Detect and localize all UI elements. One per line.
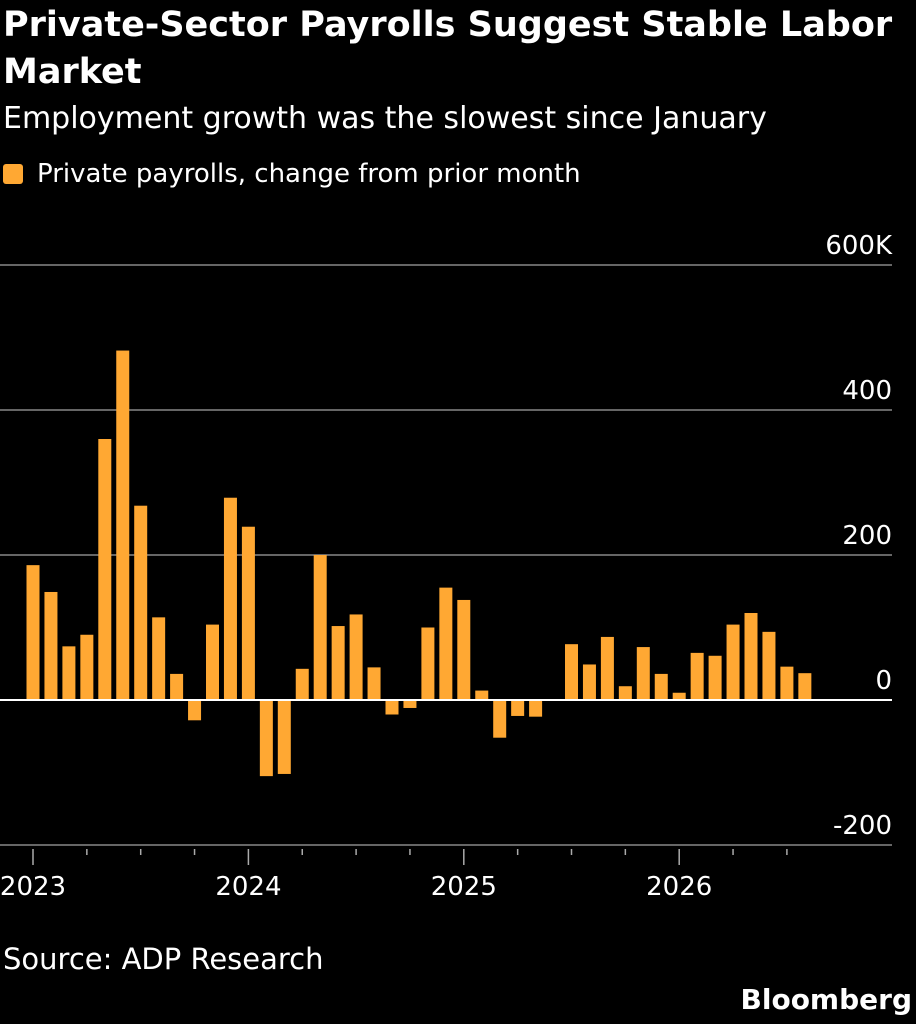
bar <box>206 624 219 700</box>
chart-title: Private-Sector Payrolls Suggest Stable L… <box>3 5 893 92</box>
bar-chart: 2023 2024 2025 2026 600K 400 200 0 -200 <box>0 231 893 902</box>
bar <box>313 555 327 700</box>
bar <box>331 626 345 700</box>
bar <box>26 565 40 700</box>
bar <box>493 700 507 738</box>
x-tick-label: 2023 <box>0 872 66 902</box>
x-tick-label: 2026 <box>646 872 712 902</box>
bar <box>62 646 76 700</box>
bar <box>80 634 94 700</box>
bar <box>744 613 758 700</box>
x-axis: 2023 2024 2025 2026 <box>0 849 788 902</box>
bar <box>565 644 578 700</box>
y-tick-label: 0 <box>875 666 892 696</box>
bar <box>618 686 632 700</box>
bar <box>385 700 399 715</box>
bar <box>600 636 614 700</box>
bar <box>457 599 471 700</box>
bar <box>421 627 435 700</box>
bar <box>654 673 668 700</box>
bar <box>349 614 363 700</box>
bar <box>780 666 794 700</box>
bar <box>475 690 489 700</box>
y-tick-label: 200 <box>842 521 892 551</box>
bar <box>259 700 273 777</box>
y-tick-label: -200 <box>833 811 892 841</box>
bar <box>295 668 309 700</box>
bar <box>44 591 58 700</box>
y-tick-label: 600K <box>825 231 893 261</box>
bar <box>439 587 453 700</box>
bar <box>116 350 130 700</box>
bar <box>223 497 237 700</box>
bar <box>367 667 381 700</box>
bar <box>708 655 722 700</box>
bar <box>798 673 812 700</box>
bar <box>511 700 525 716</box>
legend: Private payrolls, change from prior mont… <box>3 156 581 192</box>
bar <box>277 700 291 774</box>
bar <box>762 631 776 700</box>
bar <box>170 673 184 700</box>
bar <box>188 700 202 721</box>
y-axis-labels: 600K 400 200 0 -200 <box>825 231 893 841</box>
grid-lines <box>0 264 892 846</box>
source-note: Source: ADP Research <box>3 942 324 976</box>
bar <box>134 505 148 700</box>
chart-subtitle: Employment growth was the slowest since … <box>3 101 767 136</box>
x-tick-label: 2024 <box>215 872 281 902</box>
bar <box>726 624 740 700</box>
y-tick-label: 400 <box>842 376 892 406</box>
bar <box>98 439 112 700</box>
bars <box>26 350 812 777</box>
bar <box>241 526 255 700</box>
bloomberg-logo: Bloomberg <box>740 983 912 1016</box>
legend-label: Private payrolls, change from prior mont… <box>37 159 581 189</box>
bar <box>690 652 704 700</box>
bar <box>403 700 417 708</box>
bar <box>529 700 543 717</box>
bar <box>636 647 650 700</box>
legend-swatch <box>3 164 23 184</box>
bar <box>672 692 686 700</box>
x-tick-label: 2025 <box>431 872 497 902</box>
bar <box>582 664 596 700</box>
bar <box>152 617 166 700</box>
